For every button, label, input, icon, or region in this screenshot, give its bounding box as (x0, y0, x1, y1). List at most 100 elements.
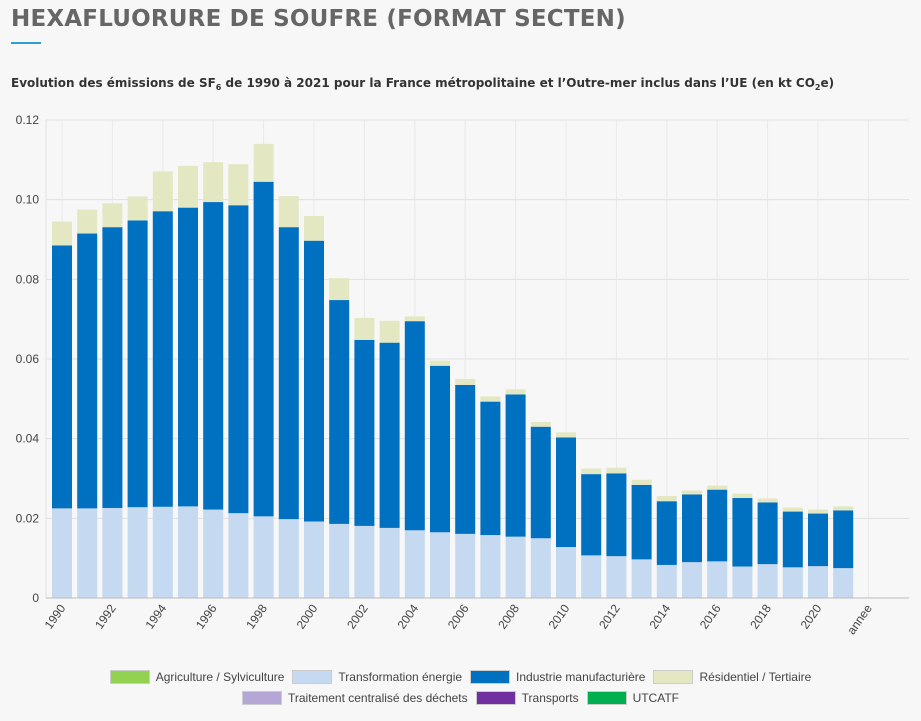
bar-segment (757, 498, 778, 503)
legend-label: Transports (521, 690, 579, 705)
bar-segment (530, 538, 551, 598)
bar-segment (480, 396, 501, 402)
bar-segment (278, 519, 299, 598)
bar-segment (379, 527, 400, 598)
bar-segment (455, 378, 476, 385)
legend-label: Traitement centralisé des déchets (288, 690, 468, 705)
bar-segment (631, 559, 652, 598)
bar-segment (52, 221, 72, 246)
x-tick-label: annee (844, 601, 875, 637)
title-underline (11, 42, 41, 44)
y-tick-label: 0 (32, 591, 39, 605)
legend-label: Résidentiel / Tertiaire (699, 669, 812, 684)
bar-segment (430, 365, 450, 533)
bar-segment (203, 202, 224, 510)
bar-segment (127, 507, 148, 598)
bar-segment (253, 143, 274, 182)
bar-segment (606, 556, 627, 598)
bar-segment (77, 508, 98, 598)
legend-item[interactable]: Traitement centralisé des déchets (242, 690, 468, 705)
legend-row: Agriculture / Sylviculture Transformation… (0, 666, 921, 687)
legend-item[interactable]: Transports (475, 690, 579, 705)
bar-segment (102, 227, 123, 508)
legend-swatch (292, 669, 333, 684)
bar-segment (152, 171, 173, 212)
bar-segment (480, 535, 501, 598)
legend-label: Industrie manufacturière (516, 669, 646, 684)
bar-segment (102, 203, 123, 228)
legend-item[interactable]: Résidentiel / Tertiaire (653, 669, 812, 684)
legend-row: Traitement centralisé des déchets Transpo… (0, 687, 921, 708)
bar-segment (278, 196, 299, 228)
bar-segment (127, 196, 148, 221)
bar-segment (556, 437, 576, 548)
bar-segment (329, 278, 350, 301)
x-tick-label: 2004 (394, 601, 421, 631)
bar-segment (304, 521, 324, 598)
subtitle-part-3: e) (820, 76, 835, 90)
bar-segment (682, 562, 702, 598)
chart-subtitle: Evolution des émissions de SF6 de 1990 à… (11, 76, 834, 92)
x-tick-label: 1992 (92, 601, 119, 631)
x-tick-label: 2002 (344, 601, 371, 631)
bar-segment (808, 513, 828, 567)
bar-segment (606, 467, 627, 474)
bar-segment (581, 474, 602, 556)
legend-item[interactable]: Transformation énergie (292, 669, 463, 684)
bar-segment (808, 509, 828, 514)
bar-segment (152, 211, 173, 507)
legend-swatch (586, 690, 627, 705)
y-tick-label: 0.02 (16, 511, 40, 525)
bar-segment (203, 509, 224, 598)
bar-segment (581, 468, 602, 475)
y-tick-label: 0.12 (16, 113, 40, 127)
bar-segment (732, 498, 753, 567)
bar-segment (833, 506, 854, 511)
x-tick-label: 1996 (193, 601, 220, 631)
legend-item[interactable]: Industrie manufacturière (470, 669, 646, 684)
bar-segment (228, 164, 249, 206)
bar-segment (782, 567, 803, 598)
subtitle-part-1: Evolution des émissions de SF (11, 76, 216, 90)
bar-segment (631, 479, 652, 485)
x-tick-label: 2018 (747, 601, 774, 631)
legend-item[interactable]: UTCATF (586, 690, 679, 705)
bar-segment (404, 321, 425, 531)
x-tick-label: 2000 (294, 601, 321, 631)
bar-segment (253, 516, 274, 598)
bar-segment (556, 432, 576, 438)
bar-segment (354, 525, 375, 598)
bar-segment (505, 389, 526, 395)
bar-segment (430, 360, 450, 366)
legend-swatch (475, 690, 516, 705)
bar-segment (782, 507, 803, 512)
subtitle-subscript-6: 6 (215, 83, 222, 92)
bar-segment (278, 227, 299, 520)
x-tick-label: 2006 (445, 601, 472, 631)
bar-segment (203, 162, 224, 203)
bar-segment (152, 506, 173, 598)
x-tick-label: 1998 (243, 601, 270, 631)
bar-segment (808, 566, 828, 598)
bar-segment (757, 502, 778, 565)
bar-segment (379, 342, 400, 528)
bar-segment (228, 205, 249, 514)
bar-segment (581, 555, 602, 598)
bar-segment (102, 507, 123, 598)
legend-swatch (109, 669, 150, 684)
bar-segment (782, 511, 803, 568)
x-tick-label: 2020 (798, 601, 825, 631)
bar-segment (329, 300, 350, 524)
bar-segment (52, 245, 72, 509)
legend-swatch (242, 690, 282, 705)
bar-segment (178, 207, 198, 507)
bar-segment (480, 401, 501, 536)
bar-segment (354, 317, 375, 340)
legend-item[interactable]: Agriculture / Sylviculture (109, 669, 284, 684)
bar-segment (404, 316, 425, 322)
legend-label: UTCATF (632, 690, 679, 705)
bar-segment (656, 501, 677, 565)
legend-label: Transformation énergie (338, 669, 463, 684)
y-tick-label: 0.08 (16, 272, 40, 286)
y-tick-label: 0.06 (16, 352, 40, 366)
